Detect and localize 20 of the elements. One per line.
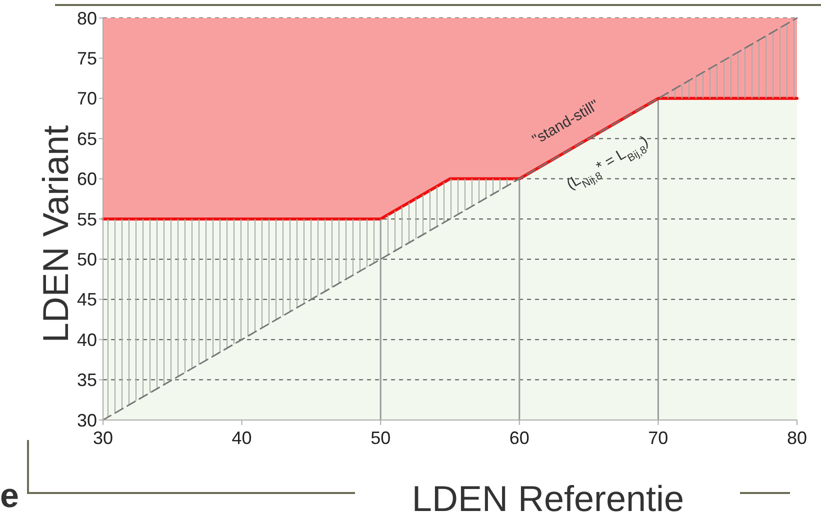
y-tick-label: 45 [76,290,97,310]
y-tick-label: 70 [76,88,97,109]
x-axis-title: LDEN Referentie [412,478,684,517]
y-tick-label: 55 [76,209,97,230]
y-tick-label: 30 [76,410,97,430]
x-tick-label: 70 [648,428,668,448]
y-tick-label: 80 [76,8,97,28]
text: e [0,477,19,515]
y-axis-title: LDEN Variant [35,125,76,343]
y-tick-label: 40 [76,330,97,350]
x-tick-label: 80 [786,428,808,448]
x-tick-label: 30 [92,428,114,448]
x-tick-label: 40 [232,428,252,448]
y-tick-label: 65 [76,128,97,149]
y-tick-label: 75 [76,48,97,68]
y-tick-label: 60 [76,169,97,190]
x-tick-label: 50 [370,428,391,448]
x-tick-label: 60 [509,428,530,448]
y-tick-label: 50 [76,250,97,270]
y-tick-label: 35 [76,370,97,390]
